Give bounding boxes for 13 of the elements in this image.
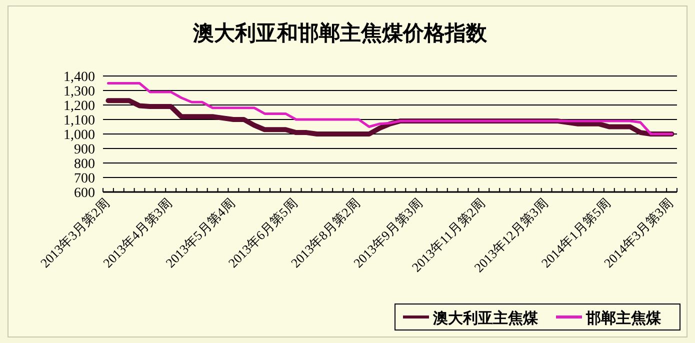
line-series: [106, 82, 674, 136]
y-tick-label: 900: [74, 142, 95, 158]
y-tick-label: 800: [74, 157, 95, 172]
y-tick-label: 600: [74, 186, 95, 201]
y-tick-label: 1,300: [64, 84, 95, 100]
chart-title: 澳大利亚和邯郸主焦煤价格指数: [192, 21, 488, 45]
y-tick-label: 1,100: [64, 114, 95, 128]
y-tick-label: 700: [74, 172, 95, 186]
legend-label: 澳大利亚主焦煤: [432, 309, 539, 327]
y-tick-label: 1,000: [64, 128, 95, 143]
y-tick-label: 1,400: [64, 70, 95, 85]
y-tick-label: 1,200: [64, 99, 95, 114]
legend-label: 邯郸主焦煤: [585, 309, 662, 327]
